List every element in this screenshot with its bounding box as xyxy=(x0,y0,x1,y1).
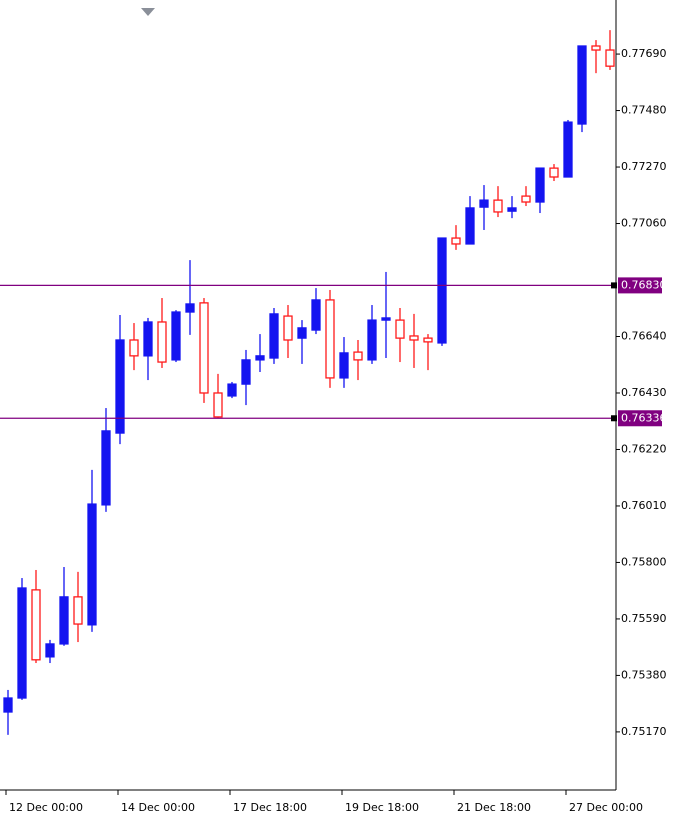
level-label-box xyxy=(618,277,662,294)
y-tick-label: 0.77060 xyxy=(621,217,667,230)
shift-marker xyxy=(141,8,155,16)
candle-body xyxy=(437,237,447,344)
y-tick-label: 0.76220 xyxy=(621,442,667,455)
candle-body xyxy=(367,319,377,361)
candle-body xyxy=(129,339,139,357)
candle-body xyxy=(115,339,125,434)
candle-body xyxy=(59,596,69,645)
x-tick-label: 27 Dec 00:00 xyxy=(569,801,643,814)
candle-body xyxy=(31,589,41,661)
candle-body xyxy=(157,321,167,363)
candle-body xyxy=(409,335,419,341)
candle-body xyxy=(465,207,475,245)
y-tick-label: 0.76640 xyxy=(621,329,667,342)
candle-body xyxy=(381,317,391,321)
candle-body xyxy=(269,313,279,359)
y-tick-label: 0.75170 xyxy=(621,725,667,738)
level-label: 0.76830 xyxy=(621,278,667,291)
candle-body xyxy=(451,237,461,245)
candle-body xyxy=(353,351,363,361)
candle-body xyxy=(563,121,573,178)
candle-body xyxy=(577,45,587,125)
y-tick-label: 0.75380 xyxy=(621,668,667,681)
candle-body xyxy=(311,299,321,331)
candle-body xyxy=(171,311,181,361)
x-tick-label: 12 Dec 00:00 xyxy=(9,801,83,814)
candle-body xyxy=(101,430,111,506)
candle-body xyxy=(87,503,97,626)
candle-body xyxy=(535,167,545,203)
candle-body xyxy=(325,299,335,379)
candle-body xyxy=(17,587,27,699)
y-tick-label: 0.77480 xyxy=(621,104,667,117)
x-tick-label: 17 Dec 18:00 xyxy=(233,801,307,814)
candle-body xyxy=(339,352,349,379)
candle-body xyxy=(493,199,503,213)
candle-body xyxy=(227,383,237,397)
level-label-box xyxy=(618,410,662,427)
candle-body xyxy=(423,337,433,343)
candle-body xyxy=(591,45,601,51)
candle-body xyxy=(45,643,55,658)
x-tick-label: 19 Dec 18:00 xyxy=(345,801,419,814)
y-tick-label: 0.76010 xyxy=(621,499,667,512)
candle-body xyxy=(507,207,517,212)
candle-body xyxy=(297,327,307,339)
y-tick-label: 0.75590 xyxy=(621,612,667,625)
candle-body xyxy=(605,49,615,67)
y-tick-label: 0.76430 xyxy=(621,386,667,399)
candle-body xyxy=(73,596,83,625)
candle-body xyxy=(255,355,265,361)
candle-body xyxy=(241,359,251,385)
y-tick-label: 0.77690 xyxy=(621,47,667,60)
y-tick-label: 0.75800 xyxy=(621,555,667,568)
level-handle xyxy=(611,282,617,289)
candle-body xyxy=(283,315,293,341)
level-label: 0.76336 xyxy=(621,411,667,424)
candle-body xyxy=(479,199,489,208)
x-tick-label: 21 Dec 18:00 xyxy=(457,801,531,814)
candle-body xyxy=(199,302,209,394)
candle-body xyxy=(521,195,531,203)
y-tick-label: 0.77270 xyxy=(621,160,667,173)
candle-body xyxy=(143,321,153,357)
candle-body xyxy=(3,697,13,713)
candle-body xyxy=(549,167,559,178)
candle-body xyxy=(395,319,405,339)
candle-body xyxy=(185,303,195,313)
candle-body xyxy=(213,392,223,418)
x-tick-label: 14 Dec 00:00 xyxy=(121,801,195,814)
level-handle xyxy=(611,415,617,422)
